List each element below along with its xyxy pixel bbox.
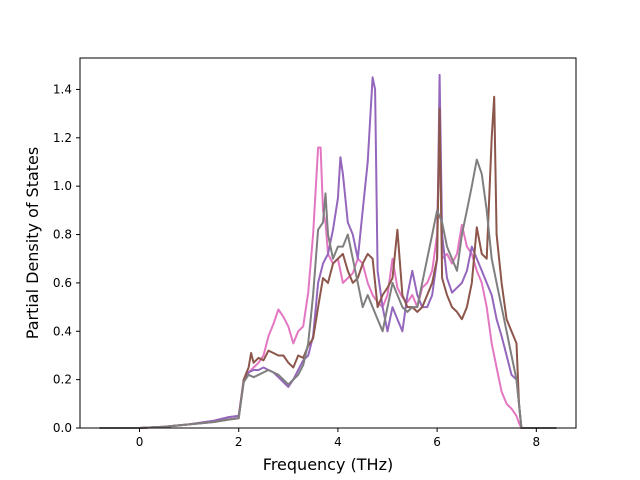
plot-area bbox=[79, 57, 577, 429]
series-line-1 bbox=[99, 112, 557, 429]
y-tick-label: 0.2 bbox=[53, 373, 72, 387]
y-tick-label: 1.4 bbox=[53, 82, 72, 96]
x-tick-label: 8 bbox=[532, 435, 540, 449]
y-tick-label: 1.0 bbox=[53, 179, 72, 193]
y-tick-label: 0.8 bbox=[53, 228, 72, 242]
y-tick-label: 0.6 bbox=[53, 276, 72, 290]
y-tick-label: 0.0 bbox=[53, 421, 72, 435]
x-tick-label: 6 bbox=[433, 435, 441, 449]
x-axis-ticks: 0 2 4 6 8 bbox=[136, 428, 540, 449]
x-tick-label: 0 bbox=[136, 435, 144, 449]
y-tick-label: 0.4 bbox=[53, 324, 72, 338]
series-line-4 bbox=[99, 158, 557, 429]
x-tick-label: 2 bbox=[235, 435, 243, 449]
y-axis-label: Partial Density of States bbox=[23, 147, 42, 339]
y-axis-ticks: 0.0 0.2 0.4 0.6 0.8 1.0 1.2 1.4 bbox=[53, 82, 80, 435]
y-tick-label: 1.2 bbox=[53, 131, 72, 145]
x-tick-label: 4 bbox=[334, 435, 342, 449]
x-axis-label: Frequency (THz) bbox=[263, 455, 393, 474]
series-line-3 bbox=[99, 95, 557, 429]
series-group bbox=[99, 73, 557, 429]
axes-frame bbox=[79, 57, 577, 429]
